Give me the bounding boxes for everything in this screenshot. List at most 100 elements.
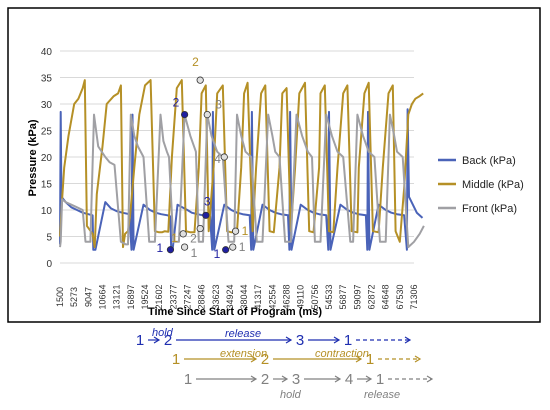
sequence-label: contraction — [315, 348, 369, 360]
annotation-marker — [181, 243, 189, 251]
legend-label: Back (kPa) — [462, 155, 516, 167]
sequence-step: 1 — [184, 371, 192, 388]
x-tick-label: 23377 — [168, 284, 178, 309]
sequence-label: release — [225, 328, 261, 340]
annotation-label: 2 — [173, 96, 180, 110]
annotation-label: 2 — [190, 232, 197, 246]
arrowhead — [426, 375, 434, 383]
arrowhead — [365, 375, 373, 383]
sequence-label: release — [364, 389, 400, 401]
x-tick-label: 13121 — [112, 284, 122, 309]
x-tick-label: 67530 — [395, 284, 405, 309]
annotation-marker — [202, 211, 210, 219]
sequence-step: 2 — [261, 371, 269, 388]
annotation-label: 1 — [242, 224, 249, 238]
annotation-marker — [196, 224, 204, 233]
x-tick-label: 64648 — [381, 284, 391, 309]
x-tick-label: 5273 — [69, 287, 79, 307]
annotation-marker — [203, 111, 211, 119]
x-tick-label: 38044 — [239, 284, 249, 309]
annotation-label: 4 — [214, 152, 221, 166]
x-tick-label: 42554 — [267, 284, 277, 309]
sequence-step: 1 — [344, 332, 352, 349]
x-tick-label: 1500 — [55, 287, 65, 307]
arrowhead — [153, 336, 161, 344]
x-tick-label: 62872 — [367, 284, 377, 309]
arrowhead — [250, 375, 258, 383]
x-tick-label: 33623 — [211, 284, 221, 309]
annotation-marker — [179, 230, 187, 238]
sequence-step: 2 — [261, 351, 269, 368]
annotation-marker — [222, 246, 230, 254]
sequence-step: 3 — [296, 332, 304, 349]
annotation-marker — [196, 76, 204, 84]
sequence-step: 2 — [164, 332, 172, 349]
sequence-step: 1 — [366, 351, 374, 368]
annotation-label: 1 — [214, 247, 221, 261]
x-tick-label: 59097 — [352, 284, 362, 309]
annotation-marker — [166, 246, 175, 254]
y-tick-label: 40 — [41, 47, 53, 58]
arrowhead — [334, 375, 342, 383]
annotation-marker — [231, 227, 240, 235]
x-tick-label: 34924 — [225, 284, 235, 309]
legend-label: Front (kPa) — [462, 203, 517, 215]
x-axis-label: Time Since Start of Program (ms) — [148, 306, 322, 318]
sequence-step: 1 — [172, 351, 180, 368]
annotation-label: 1 — [171, 231, 178, 245]
annotation-label: 3 — [204, 194, 211, 208]
arrowhead — [355, 355, 363, 363]
legend: Back (kPa) Middle (kPa) Front (kPa) — [438, 155, 524, 215]
x-tick-label: 71306 — [409, 284, 419, 309]
y-tick-label: 10 — [41, 206, 53, 217]
y-tick-label: 20 — [41, 153, 53, 164]
x-tick-label: 21602 — [154, 284, 164, 309]
y-tick-label: 0 — [46, 259, 52, 270]
sequence-label: hold — [152, 327, 174, 339]
y-tick-label: 5 — [46, 233, 52, 244]
x-tick-label: 16897 — [126, 284, 136, 309]
y-tick-label: 35 — [41, 74, 53, 85]
annotation-label: 1 — [191, 246, 198, 260]
arrowhead — [414, 355, 422, 363]
sequence-step: 1 — [136, 332, 144, 349]
y-tick-label: 15 — [41, 180, 53, 191]
annotation-marker — [220, 153, 228, 161]
series-line-1 — [59, 108, 424, 251]
arrowhead — [281, 375, 289, 383]
x-tick-label: 50756 — [310, 284, 320, 309]
sequence-label: extension — [220, 348, 267, 360]
annotation-label: 3 — [215, 98, 222, 112]
sequence-step: 1 — [376, 371, 384, 388]
sequence-step: 4 — [345, 371, 353, 388]
x-tick-label: 19524 — [140, 284, 150, 309]
x-tick-label: 54533 — [324, 284, 334, 309]
arrowhead — [404, 336, 412, 344]
annotation-label: 1 — [156, 241, 163, 255]
sequence-label: hold — [280, 389, 302, 401]
annotation-marker — [181, 111, 189, 119]
x-tick-label: 9047 — [83, 287, 93, 307]
x-tick-label: 46288 — [282, 284, 292, 309]
annotation-label: 1 — [239, 240, 246, 254]
chart-frame — [7, 7, 541, 323]
y-tick-label: 25 — [41, 127, 53, 138]
legend-label: Middle (kPa) — [462, 179, 524, 191]
x-tick-label: 49110 — [296, 285, 306, 309]
y-tick-label: 30 — [41, 100, 53, 111]
y-axis-label: Pressure (kPa) — [27, 119, 39, 196]
x-tick-label: 56877 — [338, 284, 348, 309]
x-tick-label: 10664 — [97, 284, 107, 309]
arrowhead — [250, 355, 258, 363]
annotation-marker — [229, 243, 237, 251]
x-axis: 1500 5273 9047 10664 13121 16897 19524 21602 233… — [55, 284, 419, 309]
sequence-step: 3 — [292, 371, 300, 388]
x-tick-label: 41317 — [253, 284, 263, 309]
y-axis: 0 5 10 15 20 25 30 35 40 — [41, 47, 53, 270]
x-tick-label: 28846 — [197, 284, 207, 309]
annotation-label: 2 — [192, 55, 199, 69]
series-line-3 — [59, 113, 425, 249]
